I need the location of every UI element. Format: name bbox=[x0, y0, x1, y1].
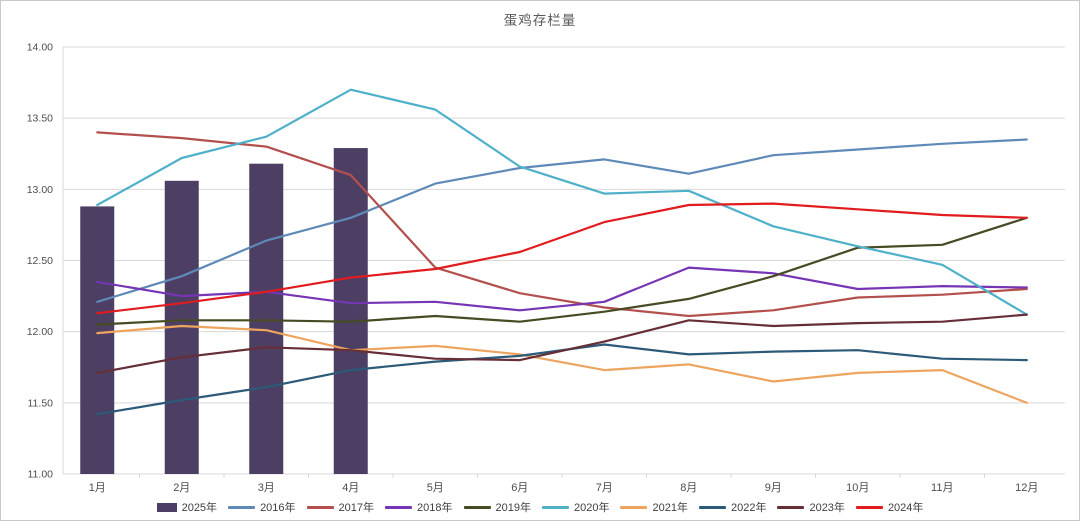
chart-title: 蛋鸡存栏量 bbox=[503, 13, 577, 28]
legend-item-2018年: 2018年 bbox=[385, 499, 453, 515]
series-line-2017年 bbox=[96, 131, 1028, 318]
series-line-2022年 bbox=[96, 343, 1028, 416]
y-tick-label-12.50: 12.50 bbox=[27, 255, 53, 267]
legend-item-2019年: 2019年 bbox=[463, 499, 531, 515]
x-tick-label-8月: 8月 bbox=[680, 482, 697, 494]
x-tick-label-5月: 5月 bbox=[427, 482, 444, 494]
legend-item-2021年: 2021年 bbox=[620, 499, 688, 515]
series-line-2020年 bbox=[96, 88, 1028, 316]
x-tick-label-1月: 1月 bbox=[89, 482, 106, 494]
legend-label-2023年: 2023年 bbox=[809, 502, 845, 514]
legend-swatch-2016年 bbox=[228, 505, 256, 509]
x-tick-label-11月: 11月 bbox=[931, 482, 953, 494]
legend-swatch-2023年 bbox=[777, 505, 805, 509]
y-tick-label-11.00: 11.00 bbox=[28, 469, 54, 481]
y-tick-label-13.50: 13.50 bbox=[27, 113, 53, 125]
x-tick-label-9月: 9月 bbox=[765, 482, 782, 494]
x-tick-label-6月: 6月 bbox=[511, 482, 528, 494]
y-tick-label-14.00: 14.00 bbox=[27, 42, 53, 54]
x-tick-label-7月: 7月 bbox=[596, 482, 613, 494]
legend-item-2024年: 2024年 bbox=[855, 499, 924, 515]
legend-label-2021年: 2021年 bbox=[652, 502, 688, 514]
legend-swatch-2019年 bbox=[463, 505, 491, 509]
legend-item-2016年: 2016年 bbox=[228, 499, 296, 515]
legend: 2025年 2016年 2017年 2018年 2019年 2020年 2021年 2022年… bbox=[1, 499, 1079, 515]
legend-item-2023年: 2023年 bbox=[777, 499, 845, 515]
legend-label-2018年: 2018年 bbox=[417, 502, 453, 514]
series-line-2019年 bbox=[96, 216, 1028, 326]
legend-item-2025年: 2025年 bbox=[156, 499, 218, 515]
series-line-2024年 bbox=[96, 202, 1028, 315]
legend-swatch-2018年 bbox=[385, 505, 413, 509]
y-tick-label-13.00: 13.00 bbox=[27, 184, 53, 196]
x-tick-label-2月: 2月 bbox=[173, 482, 190, 494]
series-line-2016年 bbox=[96, 138, 1028, 303]
x-tick-label-4月: 4月 bbox=[342, 482, 359, 494]
legend-swatch-2017年 bbox=[306, 505, 334, 509]
bar-2025年-4月 bbox=[333, 148, 368, 474]
y-tick-label-12.00: 12.00 bbox=[27, 326, 53, 338]
legend-label-2016年: 2016年 bbox=[260, 502, 296, 514]
bar-2025年-3月 bbox=[249, 163, 284, 475]
series-line-2018年 bbox=[96, 266, 1028, 312]
x-tick-label-3月: 3月 bbox=[258, 482, 275, 494]
legend-label-2020年: 2020年 bbox=[574, 502, 610, 514]
legend-swatch-2020年 bbox=[542, 505, 569, 509]
legend-label-2024年: 2024年 bbox=[887, 502, 924, 514]
legend-label-2019年: 2019年 bbox=[495, 502, 531, 514]
legend-swatch-2022年 bbox=[698, 505, 726, 509]
x-tick-label-10月: 10月 bbox=[846, 482, 869, 494]
x-tick-label-12月: 12月 bbox=[1015, 482, 1038, 494]
legend-item-2020年: 2020年 bbox=[542, 499, 609, 515]
series-line-2021年 bbox=[96, 324, 1028, 404]
bar-2025年-1月 bbox=[80, 206, 115, 474]
legend-label-2025年: 2025年 bbox=[181, 502, 218, 514]
legend-swatch-2021年 bbox=[620, 505, 648, 509]
legend-item-2022年: 2022年 bbox=[698, 499, 767, 515]
series-line-2023年 bbox=[96, 313, 1028, 374]
y-tick-label-11.50: 11.50 bbox=[28, 397, 54, 409]
legend-label-2017年: 2017年 bbox=[338, 502, 375, 514]
legend-swatch-2025年 bbox=[156, 502, 177, 512]
legend-label-2022年: 2022年 bbox=[730, 502, 767, 514]
legend-swatch-2024年 bbox=[855, 505, 883, 509]
legend-item-2017年: 2017年 bbox=[306, 499, 375, 515]
